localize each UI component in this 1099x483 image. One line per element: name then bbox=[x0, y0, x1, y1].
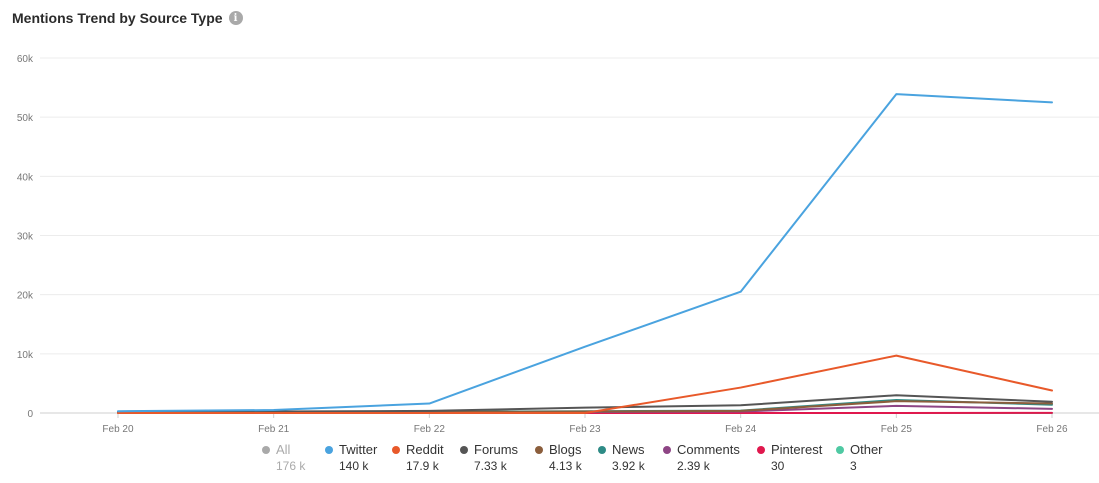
legend-item-twitter[interactable]: Twitter 140 k bbox=[325, 442, 377, 473]
x-tick-label: Feb 24 bbox=[725, 424, 757, 435]
legend-count: 17.9 k bbox=[406, 459, 439, 473]
legend-count: 30 bbox=[771, 459, 785, 473]
legend-item-news[interactable]: News 3.92 k bbox=[598, 442, 645, 473]
legend-label: Pinterest bbox=[771, 442, 823, 457]
x-tick-label: Feb 20 bbox=[102, 424, 134, 435]
legend-dot-icon bbox=[262, 445, 270, 454]
legend-label: All bbox=[276, 442, 291, 457]
y-tick-label: 30k bbox=[17, 232, 34, 243]
legend-label: Twitter bbox=[339, 442, 378, 457]
y-tick-label: 10k bbox=[17, 350, 34, 361]
legend-count: 7.33 k bbox=[474, 459, 507, 473]
legend-dot-icon bbox=[836, 445, 844, 454]
legend-dot-icon bbox=[460, 445, 468, 454]
legend-label: Blogs bbox=[549, 442, 582, 457]
legend-dot-icon bbox=[325, 445, 333, 454]
x-tick-label: Feb 25 bbox=[881, 424, 913, 435]
legend-label: Comments bbox=[677, 442, 740, 457]
chart-header: Mentions Trend by Source Type i bbox=[12, 10, 243, 26]
x-tick-label: Feb 21 bbox=[258, 424, 290, 435]
legend-item-blogs[interactable]: Blogs 4.13 k bbox=[535, 442, 582, 473]
legend-label: Reddit bbox=[406, 442, 444, 457]
y-tick-label: 60k bbox=[17, 54, 34, 65]
legend-label: Other bbox=[850, 442, 883, 457]
legend-count: 2.39 k bbox=[677, 459, 710, 473]
y-tick-label: 0 bbox=[27, 409, 33, 420]
series-line-forums bbox=[117, 394, 1053, 413]
legend-dot-icon bbox=[663, 445, 671, 454]
legend-item-reddit[interactable]: Reddit 17.9 k bbox=[392, 442, 444, 473]
legend-dot-icon bbox=[535, 445, 543, 454]
x-tick-label: Feb 22 bbox=[414, 424, 446, 435]
legend-item-comments[interactable]: Comments 2.39 k bbox=[663, 442, 740, 473]
legend-label: News bbox=[612, 442, 645, 457]
series-line-reddit bbox=[117, 354, 1053, 414]
legend-count: 176 k bbox=[276, 459, 306, 473]
x-tick-label: Feb 23 bbox=[569, 424, 601, 435]
y-tick-label: 20k bbox=[17, 291, 34, 302]
legend-count: 3.92 k bbox=[612, 459, 645, 473]
legend-dot-icon bbox=[757, 445, 765, 454]
legend-count: 140 k bbox=[339, 459, 369, 473]
legend-item-forums[interactable]: Forums 7.33 k bbox=[460, 442, 518, 473]
y-tick-label: 50k bbox=[17, 113, 34, 124]
legend-item-all[interactable]: All 176 k bbox=[262, 442, 305, 473]
series-line-twitter bbox=[117, 93, 1053, 413]
x-tick-label: Feb 26 bbox=[1036, 424, 1068, 435]
line-chart: 0 10k 20k 30k 40k 50k 60k Feb 20 Feb 21 Feb 22 Feb… bbox=[17, 54, 1099, 435]
y-tick-label: 40k bbox=[17, 172, 34, 183]
legend-label: Forums bbox=[474, 442, 519, 457]
info-icon[interactable]: i bbox=[228, 11, 243, 25]
legend-count: 4.13 k bbox=[549, 459, 582, 473]
chart-title: Mentions Trend by Source Type bbox=[12, 10, 223, 26]
legend-item-pinterest[interactable]: Pinterest 30 bbox=[757, 442, 822, 473]
legend-count: 3 bbox=[850, 459, 857, 473]
legend-dot-icon bbox=[392, 445, 400, 454]
legend-item-other[interactable]: Other 3 bbox=[836, 442, 883, 473]
legend-dot-icon bbox=[598, 445, 606, 454]
